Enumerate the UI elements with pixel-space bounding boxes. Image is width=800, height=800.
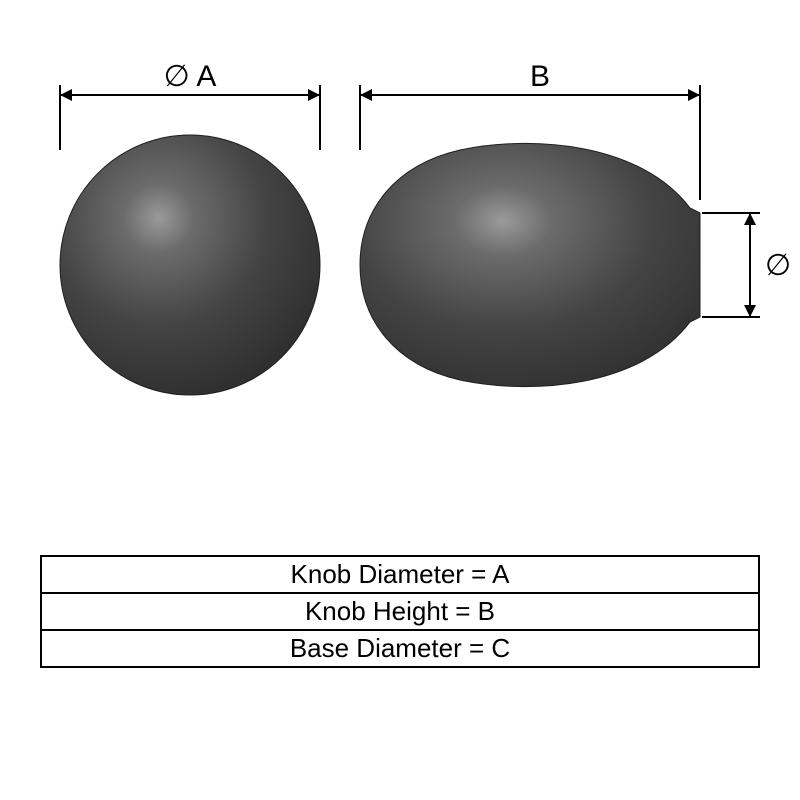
table-row: Base Diameter = C [41,630,759,667]
diagram-container: ∅ A B ∅ C Knob Diameter = A Knob Height … [0,0,800,800]
table-row: Knob Height = B [41,593,759,630]
dimension-b-label: B [530,60,550,93]
table-row: Knob Diameter = A [41,556,759,593]
dimension-a-label: ∅ A [164,60,217,93]
technical-drawing: ∅ A B ∅ C [0,0,800,540]
knob-sphere [60,135,320,395]
dimension-c: ∅ C [702,213,800,317]
legend-cell-c: Base Diameter = C [41,630,759,667]
legend-table: Knob Diameter = A Knob Height = B Base D… [40,555,760,668]
legend-cell-b: Knob Height = B [41,593,759,630]
dimension-c-label: ∅ C [765,249,800,282]
legend-cell-a: Knob Diameter = A [41,556,759,593]
knob-teardrop [360,143,700,386]
